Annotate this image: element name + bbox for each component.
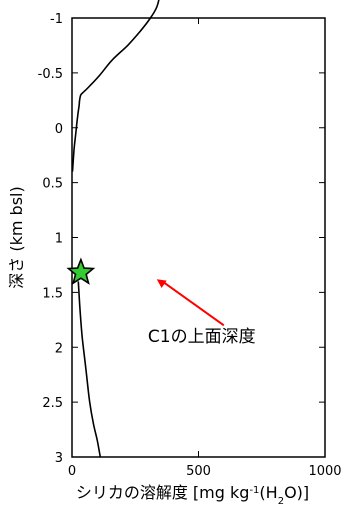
y-tick-label: 2 [55, 341, 63, 356]
marker-layer [66, 257, 96, 285]
annotation-arrowhead [156, 279, 167, 288]
series-line-1 [71, 0, 160, 172]
plot-frame [71, 17, 326, 458]
y-axis-title: 深さ (km bsl) [7, 186, 26, 288]
y-tick-label: -0.5 [38, 67, 63, 82]
tick-layer: -1-0.500.511.522.530 500 1000 [38, 12, 342, 479]
annotation-layer: C1の上面深度 [148, 279, 256, 347]
y-tick-label: 2.5 [42, 396, 63, 411]
annotation-arrow [162, 280, 225, 327]
y-tick-label: 0.5 [42, 177, 63, 192]
y-tick-label: -1 [50, 12, 63, 27]
series-line-2 [77, 281, 102, 458]
star-marker [66, 257, 96, 285]
y-tick-label: 0 [55, 122, 63, 137]
y-tick-label: 1 [55, 232, 63, 247]
x-tick-label: 0 [68, 464, 76, 479]
x-axis-title: シリカの溶解度 [mg kg-1(H2O)] [76, 483, 309, 507]
annotation-label: C1の上面深度 [148, 327, 256, 347]
series-layer [71, 0, 160, 458]
y-tick-label: 1.5 [42, 286, 63, 301]
x-tick-label: 1000 [308, 464, 341, 479]
y-tick-label: 3 [55, 451, 63, 466]
x-tick-label: 500 [186, 464, 211, 479]
